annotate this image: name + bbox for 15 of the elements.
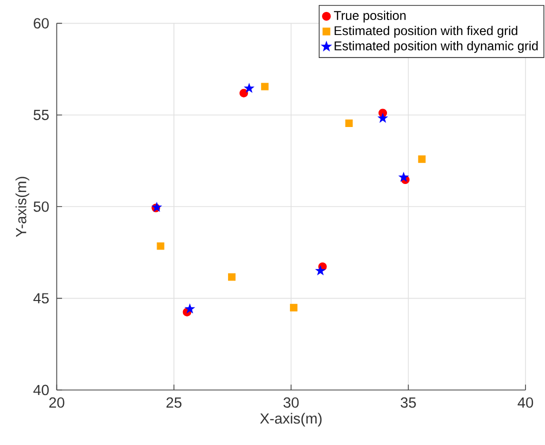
x-tick-label: 30 [284, 397, 299, 408]
y-tick-label: 50 [34, 201, 49, 212]
y-tick-label: 60 [34, 18, 49, 28]
x-axis-title: X-axis(m) [260, 412, 322, 427]
legend-label: True position [334, 10, 406, 23]
y-tick-label: 55 [34, 110, 49, 120]
x-tick-label: 40 [518, 397, 534, 408]
y-tick-label: 40 [33, 384, 49, 396]
y-tick-label: 45 [33, 293, 49, 304]
y-axis-title: Y-axis(m) [16, 176, 30, 238]
x-tick-label: 35 [400, 397, 416, 408]
x-tick-label: 20 [49, 397, 64, 408]
x-tick-label: 25 [166, 397, 182, 408]
legend-label: Estimated position with dynamic grid [334, 41, 538, 53]
legend-label: Estimated position with fixed grid [334, 26, 518, 38]
